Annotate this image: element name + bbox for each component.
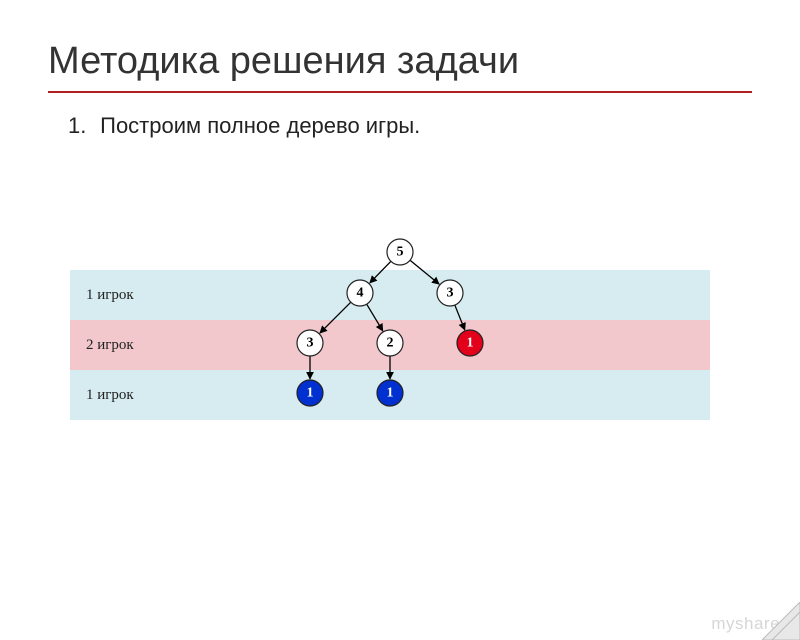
step-text: Построим полное дерево игры. [100,113,420,138]
tree-svg: 5 4 3 3 2 1 1 1 [70,230,710,470]
tree-node-label: 1 [307,386,314,401]
tree-edge [370,261,391,283]
tree-node-label: 1 [387,386,394,401]
title-underline [48,91,752,93]
tree-node-label: 1 [467,336,474,351]
tree-node-label: 3 [307,336,314,351]
tree-edge [455,305,465,330]
tree-edge [367,304,383,331]
step-number: 1. [68,113,94,139]
corner-fold-icon [762,602,800,640]
tree-node-label: 5 [397,245,404,260]
page-title: Методика решения задачи [48,40,800,83]
tree-edge [320,302,351,333]
step-line: 1. Построим полное дерево игры. [68,113,800,139]
tree-edge [410,260,439,284]
tree-node-label: 3 [447,286,454,301]
tree-edges [310,260,465,379]
tree-node-label: 4 [357,286,364,301]
tree-nodes: 5 4 3 3 2 1 1 1 [297,239,483,406]
tree-diagram: 1 игрок 2 игрок 1 игрок 54332111 [70,230,710,470]
tree-node-label: 2 [387,336,394,351]
